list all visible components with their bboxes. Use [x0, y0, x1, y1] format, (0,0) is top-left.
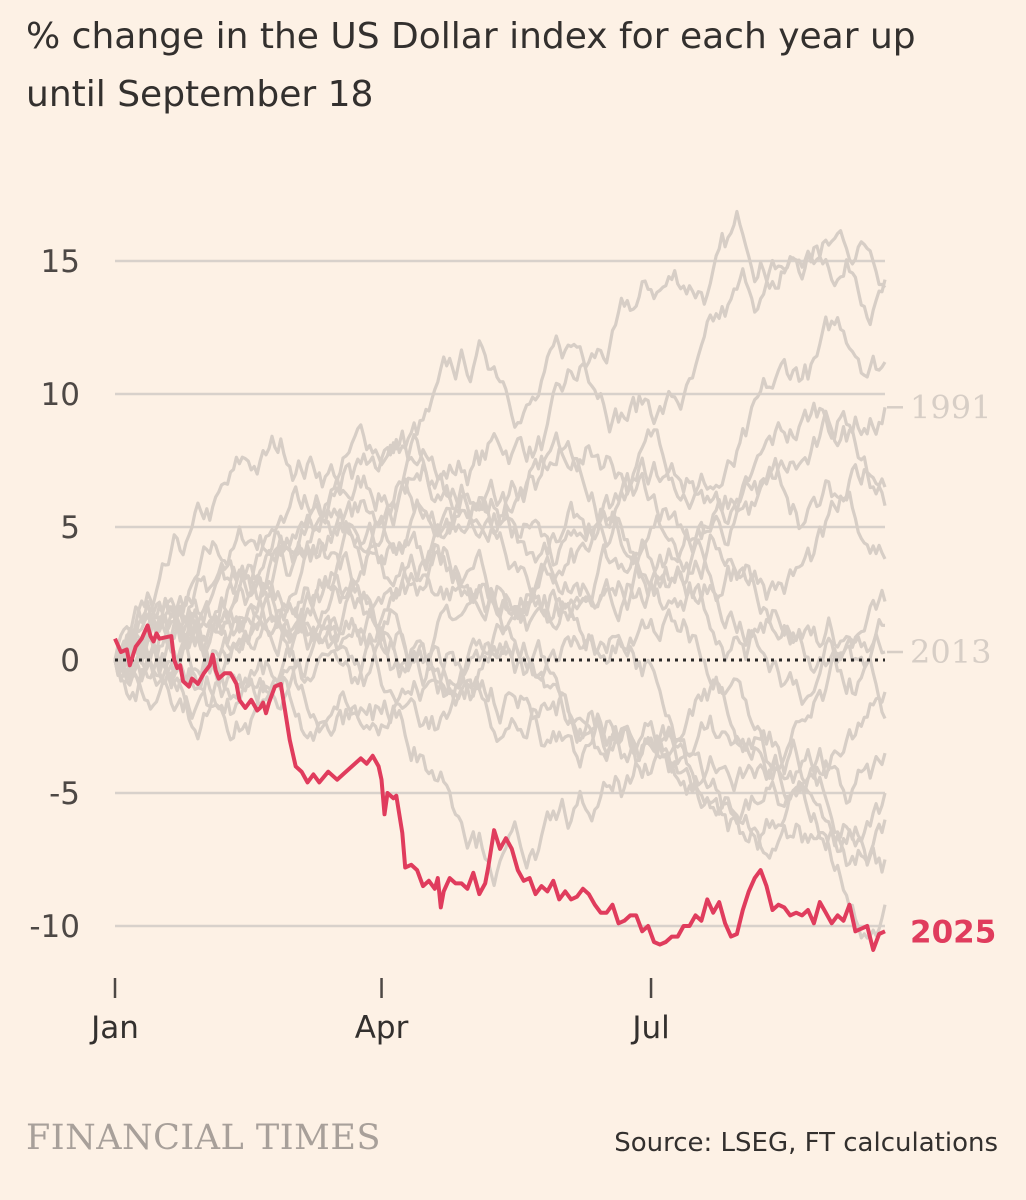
highlight-series-line	[113, 623, 886, 952]
source-note: Source: LSEG, FT calculations	[614, 1128, 998, 1158]
y-tick-label: 15	[41, 244, 80, 280]
x-tick-label: Jan	[89, 1010, 139, 1046]
gridlines	[115, 259, 885, 928]
series-end-labels: 2025 2013 1991	[887, 388, 996, 950]
background-year-line	[113, 627, 887, 848]
background-year-line	[114, 563, 886, 796]
x-tick-label: Apr	[355, 1010, 409, 1046]
series-end-label-1991: 1991	[910, 388, 991, 426]
background-series-lines	[113, 209, 887, 940]
background-year-line	[113, 429, 886, 706]
y-axis-tick-labels: 15 10 5 0 -5 -10	[29, 244, 80, 945]
background-year-line	[113, 520, 887, 874]
chart-title: % change in the US Dollar index for each…	[26, 16, 916, 115]
background-year-line	[113, 209, 887, 676]
background-year-line	[113, 229, 887, 661]
y-tick-label: -5	[49, 776, 80, 812]
y-tick-label: 5	[60, 510, 80, 546]
background-year-line	[113, 590, 887, 940]
background-year-line	[113, 401, 887, 742]
series-end-label-2025: 2025	[910, 914, 996, 950]
background-year-line	[113, 315, 887, 711]
x-tick-label: Jul	[630, 1010, 669, 1046]
background-year-line	[114, 596, 887, 868]
y-tick-label: 0	[60, 643, 80, 679]
y-tick-label: -10	[29, 909, 80, 945]
x-axis-ticks: Jan Apr Jul	[89, 978, 670, 1046]
series-end-label-2013: 2013	[910, 633, 991, 671]
background-year-line	[113, 463, 887, 676]
brand-logo-text: FINANCIAL TIMES	[26, 1118, 381, 1158]
background-year-line	[114, 538, 887, 704]
background-year-line	[114, 431, 887, 668]
background-year-line	[113, 409, 887, 683]
series-line-2025	[113, 623, 886, 952]
y-tick-label: 10	[41, 377, 80, 413]
